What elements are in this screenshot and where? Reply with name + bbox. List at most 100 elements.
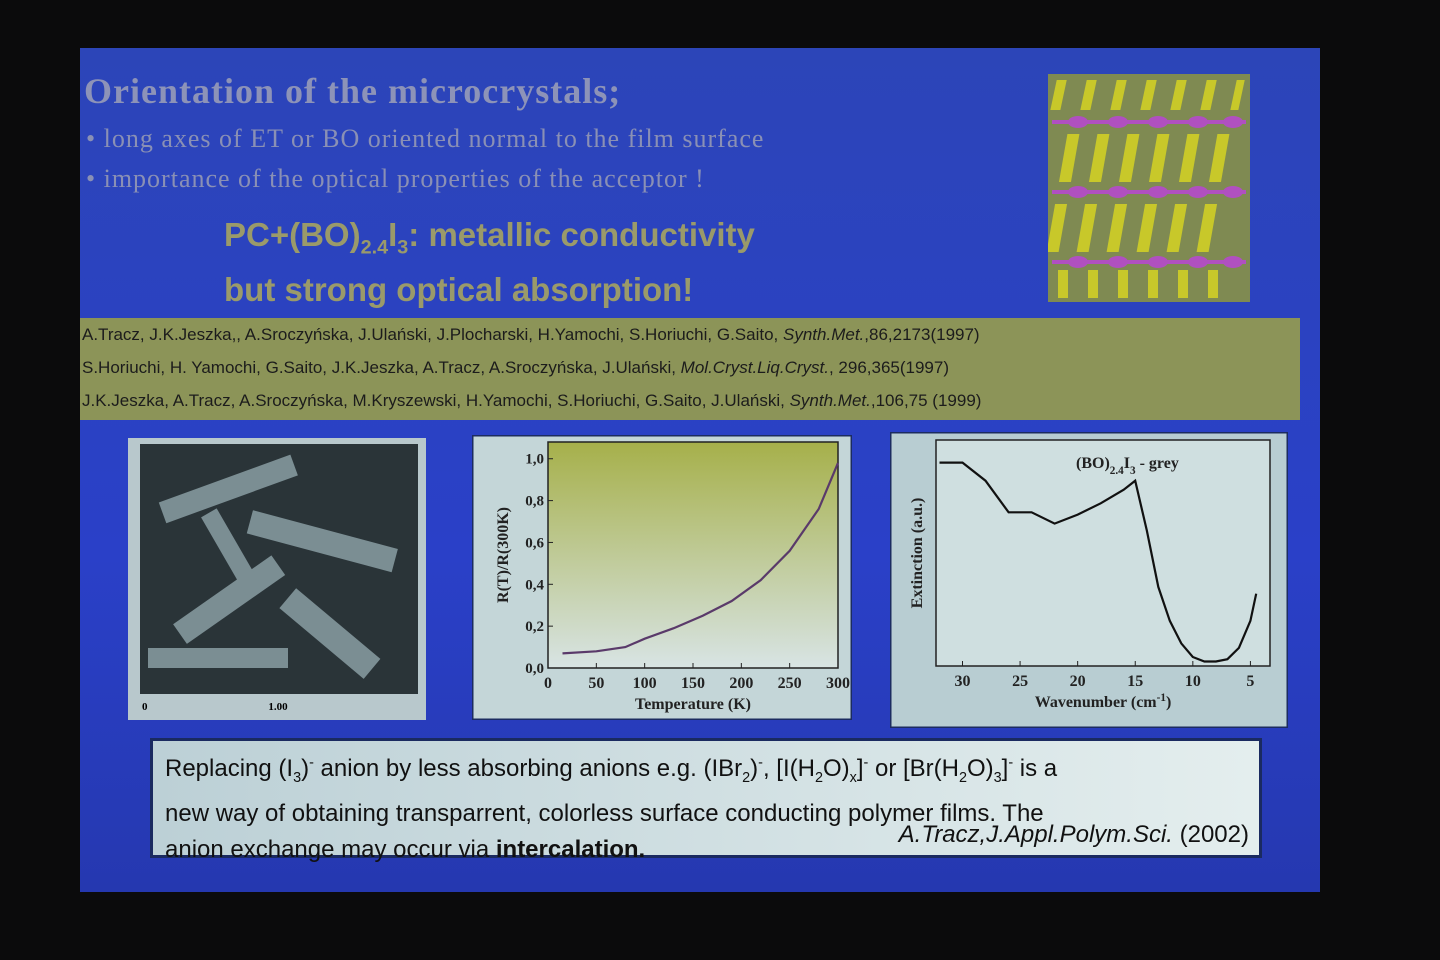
text-run: O)	[966, 755, 994, 782]
text-run: 3	[993, 769, 1002, 786]
text-run: anion by less absorbing anions e.g. (IBr	[313, 755, 743, 782]
x-axis-label: Wavenumber (cm-1)	[1035, 692, 1172, 711]
text-line: anion exchange may occur via intercalati…	[165, 832, 1247, 868]
y-tick-label: 0,2	[525, 619, 544, 635]
text-line: PC+(BO)2.4I3: metallic conductivity	[224, 214, 755, 269]
text-run: )	[1166, 694, 1171, 711]
structure-figure	[1048, 74, 1250, 302]
text-run: ,86,2173(1997)	[864, 325, 980, 344]
text-run: J.K.Jeszka, A.Tracz, A.Sroczyńska, M.Kry…	[82, 391, 790, 410]
text-run: A.Tracz, J.K.Jeszka,, A.Sroczyńska, J.Ul…	[82, 325, 784, 344]
text-run: (BO)	[1076, 455, 1110, 472]
text-run: PC+(BO)	[224, 216, 361, 253]
chains	[1052, 116, 1246, 268]
stripes	[1048, 80, 1245, 298]
plot-panel: 0 50 100 150 200 250 300 0,0 0,2 0,4 0,6 0,8 1,0 R(T)…	[472, 435, 852, 720]
y-tick-label: 0,6	[525, 535, 544, 551]
text-run: Synth.Met.	[789, 391, 871, 410]
text-run: ]	[1001, 755, 1009, 782]
scale-label: 1.00	[268, 701, 288, 713]
text-run: is a	[1013, 755, 1058, 782]
scale-label: 0	[142, 701, 148, 713]
text-run: : metallic conductivity	[408, 216, 755, 253]
text-run: Replacing (I	[165, 755, 294, 782]
x-tick-label: 5	[1246, 673, 1254, 690]
text-run: -	[758, 755, 763, 771]
text-line: A.Tracz, J.K.Jeszka,, A.Sroczyńska, J.Ul…	[82, 318, 1300, 351]
text-run: A.Tracz,J.Appl.Polym.Sci.	[898, 821, 1173, 848]
text-run: intercalation.	[495, 835, 646, 863]
text-run: -	[1008, 755, 1014, 771]
x-tick-label: 50	[588, 675, 604, 692]
annotation: (BO)2.4I3 - grey	[1076, 455, 1179, 477]
conclusion-box: Replacing (I3)- anion by less absorbing …	[150, 738, 1262, 863]
text-run: Mol.Cryst.Liq.Cryst.	[680, 358, 829, 377]
x-tick-label: 150	[681, 675, 705, 692]
x-axis-label: Temperature (K)	[635, 696, 751, 713]
y-tick-label: 0,0	[525, 661, 544, 677]
x-tick-label: 250	[778, 675, 802, 692]
plot-panel: 30 25 20 15 10 5 Extinction (a.u.) Wavenumber (…	[890, 432, 1288, 728]
curve	[562, 462, 840, 655]
y-tick-label: 0,8	[525, 494, 544, 510]
text-run: , 296,365(1997)	[828, 358, 950, 377]
references: A.Tracz, J.K.Jeszka,, A.Sroczyńska, J.Ul…	[80, 318, 1300, 420]
text-line: Replacing (I3)- anion by less absorbing …	[165, 745, 1247, 796]
conclusion: Replacing (I3)- anion by less absorbing …	[165, 745, 1247, 868]
text-run: 2	[958, 769, 967, 786]
text-run: I	[1124, 455, 1130, 472]
text-run: S.Horiuchi, H. Yamochi, G.Saito, J.K.Jes…	[82, 358, 681, 377]
text-run: x	[849, 769, 857, 786]
text-run: - grey	[1136, 455, 1179, 472]
micrograph: 0 1.00	[128, 438, 426, 720]
text-run: 3	[397, 236, 409, 259]
text-run: )	[301, 755, 310, 782]
text-run: new way of obtaining transparrent, color…	[165, 799, 1044, 827]
y-axis-label: Extinction (a.u.)	[909, 498, 926, 609]
text-run: Synth.Met.	[783, 325, 865, 344]
title: Orientation of the microcrystals;	[84, 71, 622, 111]
text-run: Wavenumber (cm	[1035, 694, 1158, 711]
y-axis-label: R(T)/R(300K)	[495, 507, 512, 603]
text-run: 2.4	[1110, 465, 1124, 477]
text-run: -	[863, 755, 869, 771]
bullet: • importance of the optical properties o…	[86, 164, 705, 193]
text-run: 3	[293, 769, 302, 786]
text-run: )	[750, 755, 759, 782]
text-run: anion exchange may occur via	[165, 835, 496, 863]
text-run: or [Br(H	[868, 755, 959, 782]
slide: Orientation of the microcrystals; • long…	[80, 48, 1320, 892]
text-run: ,106,75 (1999)	[870, 391, 982, 410]
x-tick-label: 25	[1012, 673, 1028, 690]
x-tick-label: 20	[1070, 673, 1086, 690]
text-run: -	[309, 755, 314, 771]
bullet-text: importance of the optical properties of …	[103, 164, 705, 193]
text-run: -1	[1157, 692, 1167, 704]
text-run: O)	[822, 755, 850, 782]
x-tick-label: 10	[1185, 673, 1201, 690]
text-line: J.K.Jeszka, A.Tracz, A.Sroczyńska, M.Kry…	[82, 384, 1300, 417]
curve	[939, 461, 1258, 663]
text-run: 3	[1130, 465, 1136, 477]
bullet: • long axes of ET or BO oriented normal …	[86, 124, 765, 153]
x-tick-label: 30	[954, 673, 970, 690]
text-run: (2002)	[1172, 821, 1249, 848]
text-run: 2	[742, 769, 751, 786]
text-line: new way of obtaining transparrent, color…	[165, 796, 1247, 832]
y-tick-label: 1,0	[525, 452, 544, 468]
text-line: S.Horiuchi, H. Yamochi, G.Saito, J.K.Jes…	[82, 351, 1300, 384]
text-run: ]	[856, 755, 864, 782]
x-tick-label: 300	[826, 675, 850, 692]
text-line: but strong optical absorption!	[224, 269, 755, 311]
x-tick-label: 100	[633, 675, 657, 692]
y-tick-label: 0,4	[525, 577, 544, 593]
x-tick-label: 15	[1127, 673, 1143, 690]
text-run: 2	[814, 769, 823, 786]
bullet-text: long axes of ET or BO oriented normal to…	[103, 124, 765, 153]
x-tick-label: 0	[544, 675, 552, 692]
x-tick-label: 200	[729, 675, 753, 692]
text-run: but strong optical absorption!	[224, 270, 694, 308]
text-run: 2.4	[360, 236, 389, 259]
highlight: PC+(BO)2.4I3: metallic conductivity but s…	[224, 214, 755, 311]
